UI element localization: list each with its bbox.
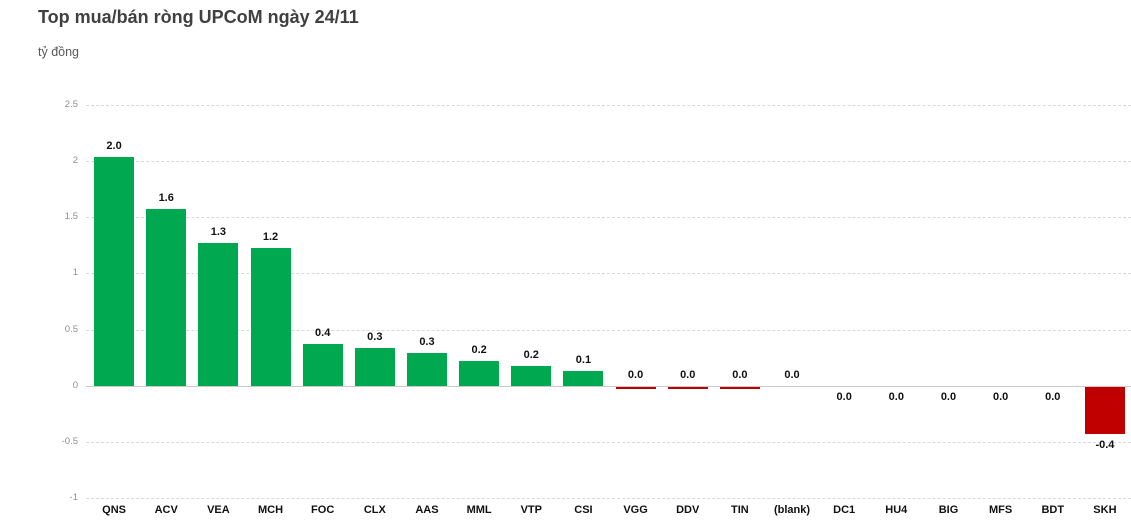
- bar-value-label: 0.2: [523, 348, 539, 361]
- y-axis-tick: -0.5: [61, 435, 78, 447]
- x-axis-label: VGG: [623, 504, 648, 516]
- gridline: [86, 273, 1131, 275]
- bar-foc: [302, 344, 343, 386]
- x-axis-label: MML: [466, 504, 492, 516]
- bar-value-label: -0.4: [1095, 438, 1115, 451]
- y-axis-tick: 1.5: [64, 211, 78, 223]
- y-axis-tick: -1: [69, 492, 78, 503]
- bar-value-label: 0.0: [836, 390, 852, 403]
- bar-value-label: 0.1: [575, 354, 592, 367]
- bar-value-label: 1.6: [158, 192, 174, 205]
- gridline: [86, 498, 1131, 499]
- bar-value-label: 1.2: [262, 230, 279, 243]
- gridline: [86, 217, 1131, 219]
- x-axis-label: HU4: [885, 504, 908, 516]
- y-axis-tick: 2.5: [64, 99, 78, 110]
- bar-vea: [198, 243, 239, 386]
- bar-aas: [406, 353, 447, 386]
- x-axis-label: BDT: [1041, 504, 1065, 516]
- zero-line: [86, 385, 1131, 387]
- bar-vtp: [511, 365, 552, 386]
- x-axis-label: MCH: [257, 504, 284, 516]
- bar-value-label: 0.3: [367, 330, 383, 343]
- x-axis-label: VEA: [207, 504, 230, 516]
- bar-value-label: 0.0: [627, 368, 644, 381]
- bar-value-label: 0.3: [419, 336, 435, 349]
- gridline: [86, 329, 1131, 331]
- bar-value-label: 0.0: [784, 368, 800, 381]
- x-axis-label: BIG: [938, 504, 959, 516]
- bar-value-label: 0.0: [940, 390, 957, 403]
- bar-mml: [459, 361, 500, 386]
- bar-value-label: 0.0: [1045, 390, 1061, 403]
- x-axis-label: (blank): [773, 504, 811, 516]
- bar-clx: [354, 347, 395, 386]
- x-axis-label: FOC: [311, 504, 335, 516]
- x-axis-label: CLX: [363, 504, 386, 516]
- x-axis-label: VTP: [520, 504, 542, 516]
- bar-mch: [250, 247, 291, 386]
- gridline: [86, 161, 1131, 163]
- x-axis-label: QNS: [102, 504, 126, 516]
- x-axis-label: DDV: [676, 504, 700, 516]
- y-axis-tick: 0: [72, 379, 78, 391]
- bar-tin: [719, 386, 760, 389]
- bar-vgg: [615, 386, 656, 389]
- y-axis-tick: 0.5: [64, 323, 78, 335]
- chart-unit-label: tỷ đồng: [38, 45, 80, 59]
- y-axis-tick: 2: [72, 155, 78, 167]
- bar-value-label: 0.0: [992, 390, 1009, 403]
- bar-skh: [1084, 386, 1125, 434]
- gridline: [86, 441, 1131, 443]
- x-axis-label: ACV: [154, 504, 178, 516]
- bar-ddv: [667, 386, 708, 389]
- bar-acv: [146, 209, 187, 386]
- x-axis-label: DC1: [833, 504, 856, 516]
- y-axis-tick: 1: [72, 267, 78, 279]
- bar-value-label: 0.0: [888, 390, 904, 403]
- bar-value-label: 0.2: [471, 344, 487, 356]
- x-axis-label: SKH: [1093, 504, 1117, 516]
- chart-title: Top mua/bán ròng UPCoM ngày 24/11: [38, 7, 359, 27]
- bar-value-label: 0.0: [680, 368, 696, 381]
- x-axis-label: TIN: [731, 504, 749, 516]
- x-axis-label: MFS: [989, 504, 1013, 516]
- bar-qns: [94, 156, 135, 386]
- bar-value-label: 0.4: [315, 327, 331, 340]
- bar-value-label: 0.0: [732, 368, 748, 381]
- bar-value-label: 1.3: [210, 226, 227, 239]
- x-axis-label: CSI: [574, 504, 593, 516]
- gridline: [86, 105, 1131, 106]
- bar-value-label: 2.0: [106, 139, 122, 152]
- x-axis-label: AAS: [415, 504, 439, 516]
- bar-csi: [563, 371, 604, 386]
